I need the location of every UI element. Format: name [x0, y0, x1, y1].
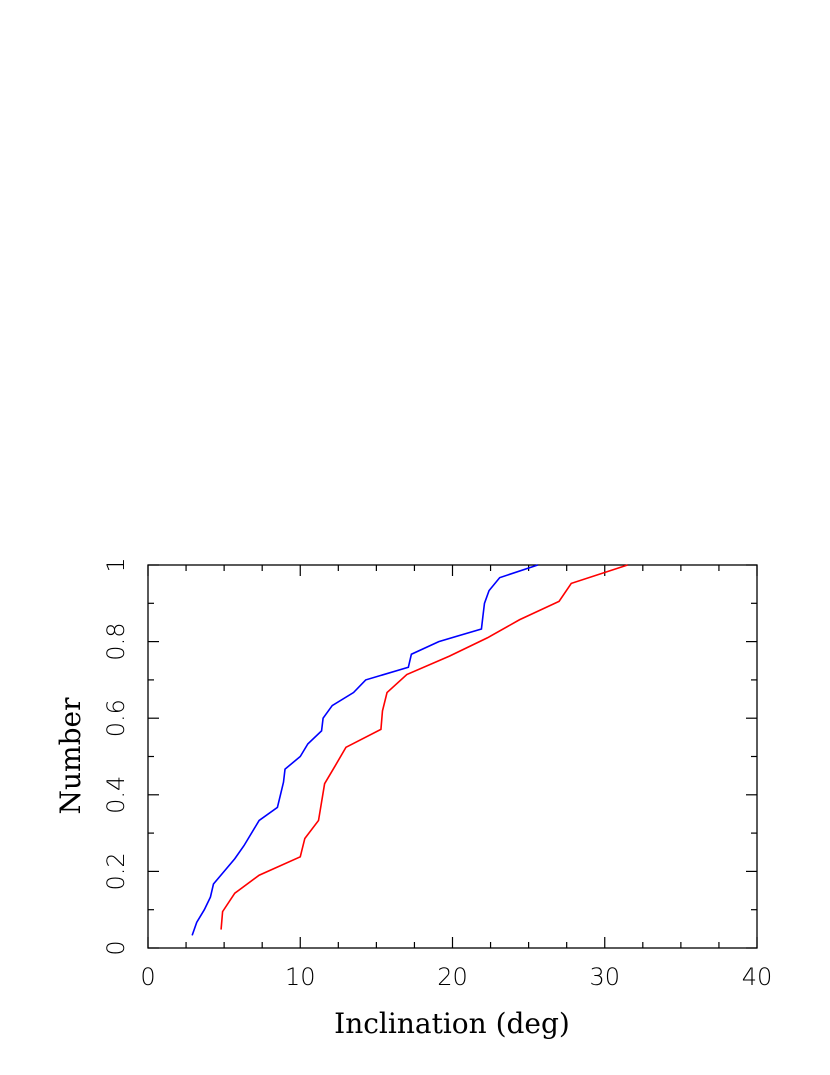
y-axis-title: Number	[54, 697, 87, 815]
x-tick-label: 0	[140, 963, 155, 991]
y-tick-label: 0	[102, 940, 130, 955]
y-tick-label: 0.2	[102, 852, 130, 890]
x-axis-title: Inclination (deg)	[334, 1007, 570, 1040]
y-tick-label: 1	[102, 557, 130, 572]
x-tick-label: 20	[437, 963, 468, 991]
x-tick-label: 40	[742, 963, 773, 991]
series-line-2	[220, 564, 628, 930]
y-tick-label: 0.8	[102, 623, 130, 661]
data-series	[191, 564, 628, 936]
x-tick-label: 10	[285, 963, 316, 991]
x-tick-label: 30	[589, 963, 620, 991]
y-tick-labels: 0 0.2 0.4 0.6 0.8 1	[102, 557, 130, 955]
series-line-1	[191, 564, 539, 936]
x-tick-labels: 0 10 20 30 40	[140, 963, 772, 991]
y-tick-label: 0.6	[102, 699, 130, 737]
y-tick-label: 0.4	[102, 776, 130, 814]
